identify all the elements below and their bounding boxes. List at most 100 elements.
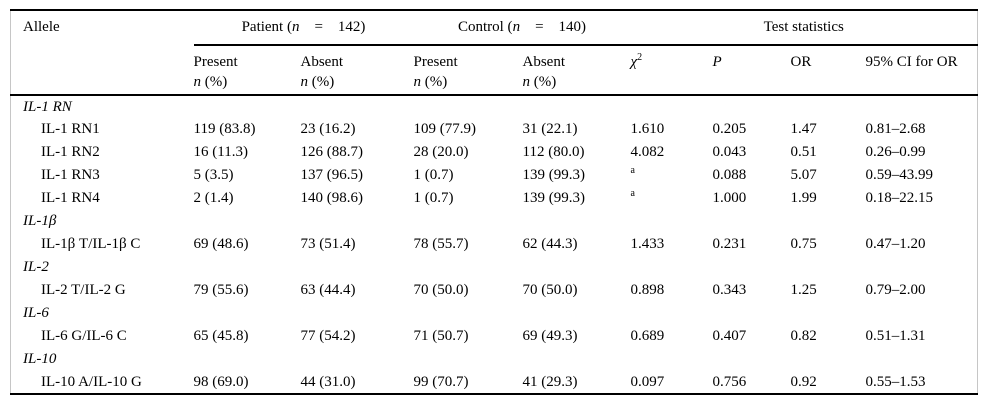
cell-control-absent: 41 (29.3) — [522, 373, 578, 390]
table-row: IL-1 RN3 5 (3.5) 137 (96.5) 1 (0.7) 139 … — [11, 164, 978, 187]
chi2-value: 0.898 — [630, 282, 665, 298]
group-header-control: Control (n = 140) — [413, 10, 631, 46]
group-header-test-statistics: Test statistics — [630, 10, 978, 46]
subheader-line2: n (%) — [194, 72, 301, 92]
cell-patient-absent: 126 (88.7) — [300, 144, 364, 160]
section-row: IL-1β — [11, 210, 978, 233]
group-header-patient: Patient (n = 142) — [193, 10, 414, 46]
cell-patient-present: 16 (11.3) — [193, 144, 248, 160]
cell-or: 0.92 — [790, 373, 817, 390]
header-sub-row: Present n (%) Absent n (%) Present n (%) Ab… — [11, 45, 978, 96]
cell-or: 0.51 — [790, 144, 817, 160]
n-italic: n — [413, 74, 422, 90]
cell-ci: 0.18–22.15 — [865, 190, 934, 206]
cell-or: 0.75 — [790, 236, 817, 252]
cell-allele: IL-1β T/IL-1β C — [41, 236, 141, 252]
section-row: IL-1 RN — [11, 95, 978, 118]
section-label: IL-6 — [23, 305, 49, 321]
cell-ci: 0.79–2.00 — [865, 282, 926, 298]
cell-p: 0.088 — [712, 167, 747, 183]
subheader-line1: Absent — [300, 54, 344, 70]
col-header-chi2: χ2 — [630, 45, 713, 96]
footnote-marker: a — [630, 165, 635, 176]
pct-label: (%) — [530, 74, 557, 90]
group-label-prefix: Patient ( — [241, 19, 292, 35]
chi-symbol: χ — [630, 54, 638, 70]
cell-chi2: a — [631, 164, 713, 187]
cell-ci: 0.81–2.68 — [865, 121, 926, 137]
cell-allele: IL-6 G/IL-6 C — [41, 328, 127, 344]
cell-p: 0.043 — [712, 144, 747, 160]
cell-control-absent: 139 (99.3) — [522, 167, 586, 183]
cell-p: 0.205 — [712, 121, 747, 137]
cell-ci: 0.55–1.53 — [865, 373, 926, 390]
cell-p: 0.407 — [712, 328, 747, 344]
subheader-patient-absent: Absent n (%) — [300, 45, 414, 96]
cell-chi2: a — [631, 187, 713, 210]
cell-patient-present: 2 (1.4) — [193, 190, 234, 206]
cell-p: 0.343 — [712, 282, 747, 298]
col-header-p: P — [712, 45, 791, 96]
cell-patient-present: 5 (3.5) — [193, 167, 234, 183]
cell-patient-absent: 23 (16.2) — [300, 121, 356, 137]
cell-control-present: 1 (0.7) — [413, 190, 454, 206]
footnote-marker: a — [630, 188, 635, 199]
n-italic: n — [193, 74, 202, 90]
group-label-suffix: = 142) — [299, 19, 366, 35]
pct-label: (%) — [421, 74, 448, 90]
group-label-n: n — [512, 19, 521, 35]
cell-patient-present: 69 (48.6) — [193, 236, 249, 252]
table-row: IL-2 T/IL-2 G 79 (55.6) 63 (44.4) 70 (50… — [11, 279, 978, 302]
group-label-suffix: = 140) — [520, 19, 587, 35]
cell-ci: 0.51–1.31 — [865, 328, 926, 344]
section-label: IL-1β — [23, 213, 57, 229]
section-label: IL-10 — [23, 351, 57, 367]
subheader-line2: n (%) — [301, 72, 414, 92]
cell-control-absent: 62 (44.3) — [522, 236, 578, 252]
cell-chi2: 0.689 — [631, 325, 713, 348]
subheader-patient-present: Present n (%) — [193, 45, 301, 96]
cell-or: 0.82 — [790, 328, 817, 344]
cell-or: 1.99 — [790, 190, 817, 206]
n-italic: n — [522, 74, 531, 90]
cell-control-present: 99 (70.7) — [413, 373, 469, 390]
subheader-line1: Present — [193, 54, 238, 70]
chi2-value: 0.097 — [630, 373, 665, 390]
col-header-allele: Allele — [10, 10, 194, 96]
cell-allele: IL-10 A/IL-10 G — [41, 373, 142, 390]
table-row: IL-1 RN1 119 (83.8) 23 (16.2) 109 (77.9)… — [11, 118, 978, 141]
cell-ci: 0.47–1.20 — [865, 236, 926, 252]
cell-patient-absent: 77 (54.2) — [300, 328, 356, 344]
cell-patient-absent: 63 (44.4) — [300, 282, 356, 298]
subheader-line1: Present — [413, 54, 458, 70]
section-row: IL-2 — [11, 256, 978, 279]
cell-allele: IL-1 RN2 — [41, 144, 100, 160]
cell-patient-present: 98 (69.0) — [193, 373, 249, 390]
col-header-or: OR — [790, 45, 866, 96]
section-row: IL-6 — [11, 302, 978, 325]
header-group-row: Allele Patient (n = 142) Control (n = 14… — [10, 10, 978, 96]
cell-control-present: 109 (77.9) — [413, 121, 477, 137]
table-row: IL-1 RN2 16 (11.3) 126 (88.7) 28 (20.0) … — [11, 141, 978, 164]
section-label: IL-1 RN — [23, 98, 72, 115]
n-italic: n — [300, 74, 309, 90]
group-label-n: n — [291, 19, 300, 35]
cell-control-absent: 69 (49.3) — [522, 328, 578, 344]
cell-control-present: 28 (20.0) — [413, 144, 469, 160]
cell-patient-absent: 140 (98.6) — [300, 190, 364, 206]
section-label: IL-2 — [23, 259, 49, 275]
cell-patient-present: 79 (55.6) — [193, 282, 249, 298]
pct-label: (%) — [308, 74, 335, 90]
cell-patient-present: 119 (83.8) — [193, 121, 256, 137]
cell-control-present: 78 (55.7) — [413, 236, 469, 252]
subheader-control-absent: Absent n (%) — [522, 45, 631, 96]
cell-or: 1.25 — [790, 282, 817, 298]
chi2-value: 4.082 — [630, 144, 665, 160]
subheader-line1: Absent — [522, 54, 566, 70]
allele-statistics-table: Allele Patient (n = 142) Control (n = 14… — [10, 9, 979, 395]
cell-or: 5.07 — [790, 167, 817, 183]
chi2-value: 1.433 — [630, 236, 665, 252]
table-row: IL-1 RN4 2 (1.4) 140 (98.6) 1 (0.7) 139 … — [11, 187, 978, 210]
cell-chi2: 4.082 — [631, 141, 713, 164]
